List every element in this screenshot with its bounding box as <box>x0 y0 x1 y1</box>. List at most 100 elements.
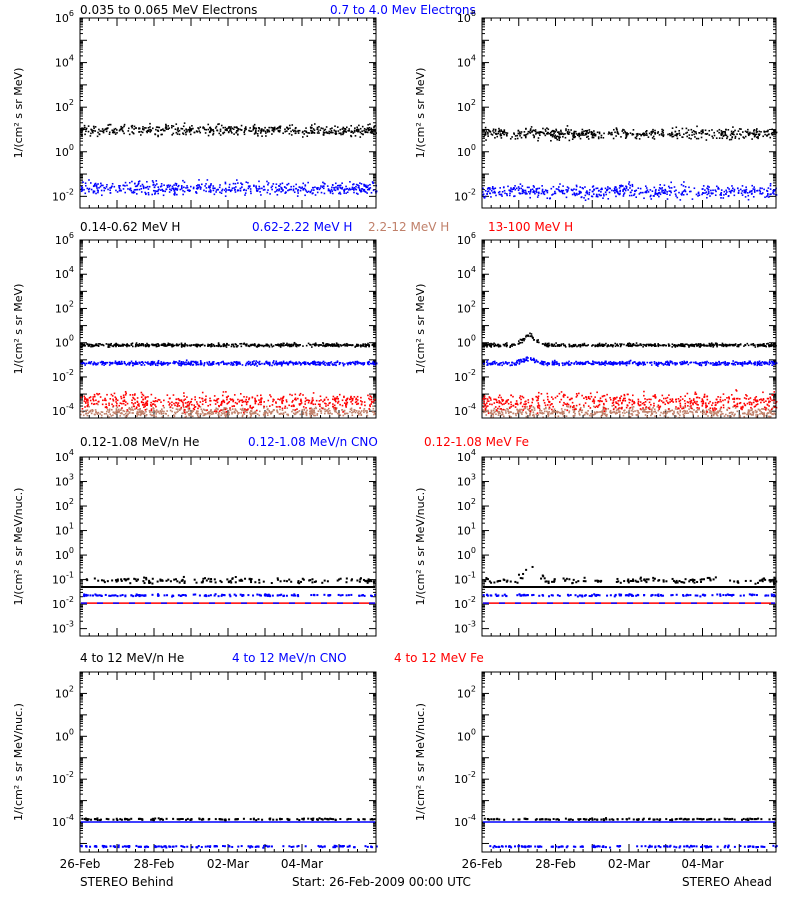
data-point <box>89 409 92 412</box>
data-point <box>224 187 227 190</box>
data-point <box>753 191 756 193</box>
data-point <box>109 413 112 416</box>
data-point <box>94 130 97 132</box>
data-point <box>494 192 496 194</box>
data-point <box>524 193 527 195</box>
data-point <box>366 131 368 134</box>
data-point <box>499 187 501 189</box>
data-point <box>151 127 154 130</box>
data-point <box>294 413 297 415</box>
data-point <box>554 190 556 193</box>
data-point <box>248 345 251 348</box>
data-point <box>616 188 618 190</box>
data-point <box>111 131 114 134</box>
data-point <box>607 186 609 188</box>
data-point <box>296 344 299 347</box>
data-point <box>737 130 740 132</box>
data-point <box>195 184 198 187</box>
data-point <box>91 344 93 347</box>
data-point <box>107 188 109 191</box>
data-point <box>264 126 266 129</box>
data-point <box>346 342 348 345</box>
data-point <box>90 361 93 363</box>
data-point <box>118 404 121 407</box>
data-point <box>160 364 163 366</box>
data-point <box>267 414 269 416</box>
data-point <box>109 187 111 189</box>
data-point <box>343 127 345 130</box>
data-point <box>331 184 334 186</box>
data-point <box>271 404 274 406</box>
data-point <box>494 136 496 139</box>
data-point <box>202 126 205 128</box>
data-point <box>365 345 367 348</box>
data-point <box>93 345 95 347</box>
data-point <box>489 192 491 195</box>
data-point <box>586 136 588 138</box>
data-point <box>284 191 287 193</box>
data-point <box>349 181 351 183</box>
data-point <box>581 187 584 189</box>
data-point <box>261 362 263 365</box>
data-point <box>183 363 186 366</box>
data-point <box>151 361 154 364</box>
y-axis-label: 1/(cm² s sr MeV) <box>414 68 427 159</box>
data-point <box>327 189 330 192</box>
data-point <box>280 363 283 365</box>
data-point <box>693 187 696 190</box>
data-point <box>328 402 330 405</box>
data-point <box>503 130 505 132</box>
data-point <box>155 415 157 418</box>
data-point <box>285 187 288 189</box>
y-tick-label: 102 <box>55 98 74 114</box>
data-point <box>291 401 294 403</box>
data-point <box>663 184 666 187</box>
data-point <box>519 183 522 185</box>
data-point <box>573 193 576 196</box>
data-point <box>353 186 356 189</box>
data-point <box>259 187 261 190</box>
data-point <box>146 362 148 364</box>
data-point <box>266 130 269 132</box>
data-point <box>142 362 145 364</box>
data-point <box>506 132 509 134</box>
data-point <box>93 403 95 406</box>
data-point <box>118 360 121 363</box>
data-point <box>366 344 368 346</box>
data-point <box>554 131 556 133</box>
data-point <box>210 345 212 348</box>
data-point <box>118 187 121 190</box>
data-point <box>686 131 689 134</box>
data-point <box>210 362 213 365</box>
data-point <box>164 362 167 365</box>
data-point <box>310 124 313 126</box>
data-point <box>501 132 504 135</box>
data-point <box>229 128 232 131</box>
data-point <box>349 410 351 413</box>
data-point <box>354 363 356 366</box>
data-point <box>109 192 112 194</box>
data-point <box>345 131 348 133</box>
data-point <box>310 132 313 134</box>
data-point <box>531 130 534 132</box>
data-point <box>253 412 256 415</box>
data-point <box>134 185 137 188</box>
data-point <box>310 344 312 346</box>
data-point <box>132 192 135 194</box>
data-point <box>195 361 197 364</box>
data-point <box>761 192 764 194</box>
data-point <box>248 129 250 132</box>
data-point <box>163 184 165 187</box>
data-point <box>607 133 610 135</box>
data-point <box>753 189 756 192</box>
data-point <box>318 125 320 128</box>
data-point <box>120 409 122 412</box>
data-point <box>122 409 125 412</box>
data-point <box>521 188 524 191</box>
data-point <box>651 190 654 193</box>
data-point <box>217 408 219 410</box>
data-point <box>348 362 350 364</box>
series-blue <box>80 179 378 197</box>
data-point <box>318 361 321 364</box>
data-point <box>594 133 597 136</box>
